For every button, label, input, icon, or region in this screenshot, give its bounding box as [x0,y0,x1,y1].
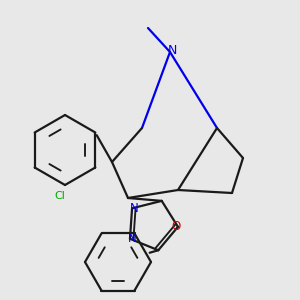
Text: N: N [128,232,136,245]
Text: N: N [130,202,139,215]
Text: N: N [167,44,177,56]
Text: O: O [171,220,181,233]
Text: Cl: Cl [55,191,65,201]
